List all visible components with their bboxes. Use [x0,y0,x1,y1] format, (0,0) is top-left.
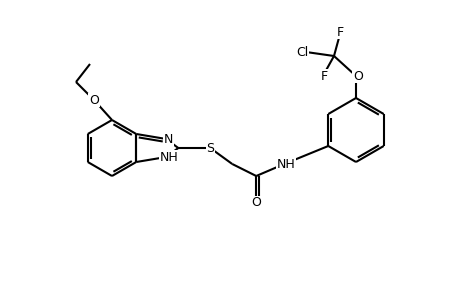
Text: O: O [89,94,99,106]
Text: O: O [251,196,261,209]
Text: NH: NH [276,158,295,170]
Text: N: N [163,133,173,146]
Text: F: F [336,26,343,38]
Text: NH: NH [160,151,178,164]
Text: S: S [206,142,214,154]
Text: O: O [353,70,362,83]
Text: Cl: Cl [295,46,308,59]
Text: F: F [320,70,327,83]
